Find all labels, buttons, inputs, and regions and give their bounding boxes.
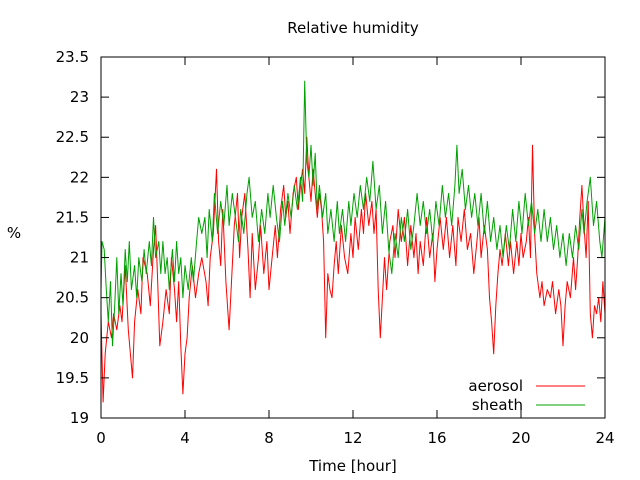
- ticks-layer: 0 4 8 12 16 20 24 19 19.5 20 20.5 21 21.5 22 22.5 23 23.…: [56, 48, 615, 447]
- x-tick-label: 12: [343, 429, 362, 447]
- x-tick-label: 16: [427, 429, 446, 447]
- y-tick-label: 23: [70, 88, 89, 106]
- legend-label-aerosol: aerosol: [468, 377, 523, 395]
- x-tick-label: 0: [96, 429, 106, 447]
- x-tick-label: 24: [595, 429, 614, 447]
- y-tick-label: 20: [70, 329, 89, 347]
- y-tick-label: 19: [70, 409, 89, 427]
- series-line-aerosol: [100, 136, 606, 403]
- x-axis-label: Time [hour]: [308, 457, 397, 475]
- y-tick-label: 21: [70, 249, 89, 267]
- y-axis-label: %: [7, 224, 21, 242]
- y-tick-label: 21.5: [56, 208, 89, 226]
- series-line-sheath: [100, 80, 606, 347]
- x-tick-label: 8: [264, 429, 274, 447]
- y-tick-label: 22: [70, 168, 89, 186]
- x-tick-label: 4: [180, 429, 190, 447]
- y-tick-label: 20.5: [56, 289, 89, 307]
- chart-title: Relative humidity: [287, 19, 419, 37]
- series-layer: [100, 80, 606, 403]
- y-tick-label: 19.5: [56, 369, 89, 387]
- y-tick-label: 22.5: [56, 128, 89, 146]
- x-tick-label: 20: [511, 429, 530, 447]
- legend-label-sheath: sheath: [472, 396, 523, 414]
- y-tick-label: 23.5: [56, 48, 89, 66]
